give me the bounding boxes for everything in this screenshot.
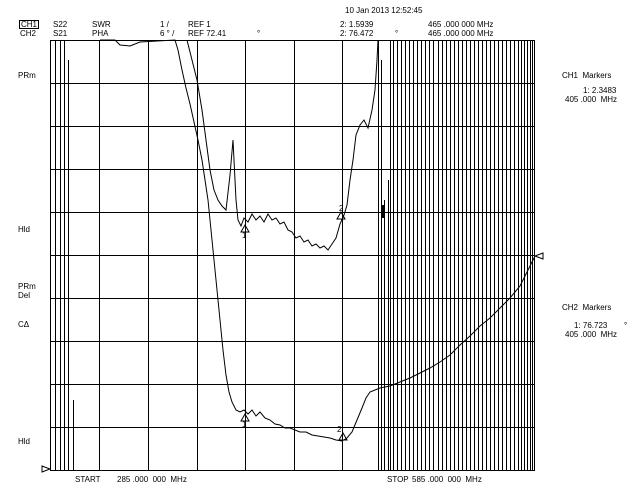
ch2-marker-freq: 405 .000 MHz: [565, 330, 618, 339]
ch2-label[interactable]: CH2: [20, 29, 37, 38]
ch2-markers-title: CH2 Markers: [562, 303, 612, 312]
ch2-trace: [186, 39, 379, 251]
ch2-scale: 6 ° /: [160, 29, 175, 38]
ch2-parameter: S21: [53, 29, 68, 38]
ch1-marker-readout: 2: 1.5939: [340, 20, 374, 29]
ch1-marker-1-triangle[interactable]: [240, 412, 250, 422]
left-label-hld-2: Hld: [18, 437, 31, 446]
ch1-parameter: S22: [53, 20, 68, 29]
left-label-del: Del: [18, 291, 31, 300]
ch2-reference-pointer: [41, 465, 52, 473]
ch1-marker-2-label: 2: [337, 425, 342, 434]
ch1-reference-pointer: [533, 252, 544, 260]
left-label-prm: PRm: [18, 71, 36, 80]
interference-lines: [378, 40, 533, 470]
ch2-marker-value: 1: 76.723: [574, 321, 608, 330]
ch1-marker-1-label: 1: [242, 420, 247, 429]
ch2-marker-readout: 2: 76.472: [340, 29, 374, 38]
ch2-reference-unit: °: [257, 29, 261, 38]
left-label-hld: Hld: [18, 225, 31, 234]
datetime: 10 Jan 2013 12:52:45: [345, 6, 423, 15]
start-frequency: 285 .000 000 MHz: [117, 475, 187, 484]
stop-frequency: 585 .000 000 MHz: [412, 475, 482, 484]
ch1-marker-frequency: 465 .000 000 MHz: [428, 20, 494, 29]
ch1-markers-title: CH1 Markers: [562, 71, 612, 80]
ch1-label[interactable]: CH1: [19, 20, 40, 29]
start-label: START: [75, 475, 101, 484]
ch2-marker-2-label: 2: [339, 204, 344, 213]
ch1-reference: REF 1: [188, 20, 211, 29]
ch2-marker-unit: °: [395, 29, 399, 38]
ch2-marker-1-label: 1: [242, 231, 247, 240]
ch1-trace: [100, 39, 536, 442]
ch2-reference: REF 72.41: [188, 29, 227, 38]
ch1-marker-freq: 405 .000 MHz: [565, 95, 618, 104]
ch2-marker-unit: °: [624, 321, 628, 330]
left-label-c-delta: CΔ: [18, 320, 30, 329]
ch1-format: SWR: [92, 20, 111, 29]
ch1-scale: 1 /: [160, 20, 169, 29]
stop-label: STOP: [387, 475, 409, 484]
ch1-marker-2-triangle[interactable]: [338, 431, 348, 441]
left-axis-ticks: [55, 40, 74, 470]
ch1-marker-value: 1: 2.3483: [583, 86, 617, 95]
ch2-marker-frequency: 465 .000 000 MHz: [428, 29, 494, 38]
ch2-format: PHA: [92, 29, 109, 38]
ch2-marker-2-triangle[interactable]: [336, 210, 346, 220]
ch2-marker-1-triangle[interactable]: [240, 223, 250, 233]
left-label-prm-2: PRm: [18, 282, 36, 291]
